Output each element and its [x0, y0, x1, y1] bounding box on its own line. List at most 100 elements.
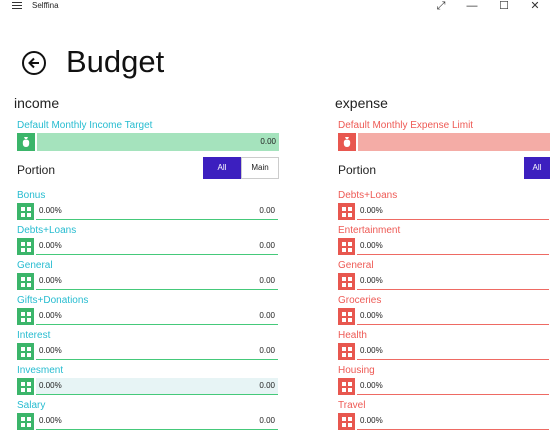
- category-percent: 0.00%: [360, 206, 383, 215]
- category-percent-input[interactable]: 0.00% 0.00: [36, 203, 278, 220]
- category-label: Housing: [338, 365, 375, 376]
- money-bag-icon: [17, 133, 35, 151]
- restore-icon[interactable]: ⤢: [436, 0, 446, 12]
- income-portion-label: Portion: [17, 163, 56, 177]
- category-row: Travel 0.00%: [338, 400, 550, 431]
- category-grid-icon[interactable]: [17, 238, 34, 255]
- close-button[interactable]: ✕: [530, 0, 540, 12]
- category-grid-icon[interactable]: [17, 308, 34, 325]
- category-grid-icon[interactable]: [338, 413, 355, 430]
- category-percent-input[interactable]: 0.00%: [357, 378, 549, 395]
- category-grid-icon[interactable]: [338, 273, 355, 290]
- income-toggle-all[interactable]: All: [203, 157, 241, 179]
- category-row: Housing 0.00%: [338, 365, 550, 397]
- category-grid-icon[interactable]: [338, 378, 355, 395]
- category-percent: 0.00%: [360, 311, 383, 320]
- category-grid-icon[interactable]: [338, 238, 355, 255]
- expense-portion-toggle: All: [524, 157, 550, 179]
- category-percent-input[interactable]: 0.00% 0.00: [36, 308, 278, 325]
- expense-toggle-all[interactable]: All: [524, 157, 550, 179]
- expense-section: expense Default Monthly Expense Limit Po…: [335, 94, 550, 430]
- category-label: Debts+Loans: [338, 190, 398, 201]
- category-percent: 0.00%: [39, 241, 62, 250]
- category-percent: 0.00%: [39, 276, 62, 285]
- category-row: General 0.00% 0.00: [17, 260, 279, 292]
- category-label: General: [17, 260, 53, 271]
- money-bag-icon: [338, 133, 356, 151]
- maximize-button[interactable]: ☐: [499, 0, 509, 12]
- app-name: Selffina: [32, 1, 59, 10]
- category-percent: 0.00%: [360, 346, 383, 355]
- category-label: Bonus: [17, 190, 46, 201]
- category-amount: 0.00: [259, 416, 275, 425]
- category-percent-input[interactable]: 0.00%: [357, 308, 549, 325]
- income-target-input[interactable]: 0.00: [37, 133, 279, 151]
- category-percent: 0.00%: [39, 311, 62, 320]
- category-percent-input[interactable]: 0.00%: [357, 413, 549, 430]
- category-percent: 0.00%: [360, 241, 383, 250]
- income-target-label: Default Monthly Income Target: [17, 120, 153, 131]
- category-label: Entertainment: [338, 225, 401, 236]
- category-row: General 0.00%: [338, 260, 550, 292]
- category-label: Health: [338, 330, 367, 341]
- category-grid-icon[interactable]: [17, 343, 34, 360]
- category-label: Invesment: [17, 365, 64, 376]
- category-row: Salary 0.00% 0.00: [17, 400, 279, 431]
- category-percent-input[interactable]: 0.00% 0.00: [36, 343, 278, 360]
- category-percent: 0.00%: [360, 416, 383, 425]
- arrow-left-icon: [28, 57, 39, 69]
- category-row: Groceries 0.00%: [338, 295, 550, 327]
- expense-target-input[interactable]: [358, 133, 550, 151]
- category-percent: 0.00%: [39, 206, 62, 215]
- minimize-button[interactable]: —: [466, 0, 478, 12]
- category-percent-input[interactable]: 0.00% 0.00: [36, 378, 278, 395]
- category-grid-icon[interactable]: [17, 273, 34, 290]
- category-percent-input[interactable]: 0.00%: [357, 273, 549, 290]
- category-amount: 0.00: [259, 241, 275, 250]
- category-percent-input[interactable]: 0.00%: [357, 343, 549, 360]
- category-grid-icon[interactable]: [338, 343, 355, 360]
- income-toggle-main[interactable]: Main: [241, 157, 279, 179]
- expense-portion-label: Portion: [338, 163, 377, 177]
- hamburger-menu-icon[interactable]: [12, 2, 22, 10]
- category-row: Interest 0.00% 0.00: [17, 330, 279, 362]
- category-amount: 0.00: [259, 346, 275, 355]
- category-row: Health 0.00%: [338, 330, 550, 362]
- income-portion-toggle: All Main: [203, 157, 279, 179]
- category-amount: 0.00: [259, 381, 275, 390]
- category-percent: 0.00%: [360, 276, 383, 285]
- category-percent: 0.00%: [39, 346, 62, 355]
- category-grid-icon[interactable]: [17, 413, 34, 430]
- income-section: income Default Monthly Income Target 0.0…: [14, 94, 284, 430]
- title-bar: Selffina ⤢ — ☐ ✕: [0, 0, 550, 14]
- category-grid-icon[interactable]: [338, 308, 355, 325]
- income-target-row: 0.00: [17, 133, 279, 151]
- category-label: Travel: [338, 400, 366, 411]
- category-percent-input[interactable]: 0.00% 0.00: [36, 273, 278, 290]
- category-row: Bonus 0.00% 0.00: [17, 190, 279, 222]
- category-percent: 0.00%: [39, 416, 62, 425]
- category-label: Gifts+Donations: [17, 295, 89, 306]
- category-label: General: [338, 260, 374, 271]
- category-percent-input[interactable]: 0.00%: [357, 203, 549, 220]
- category-percent-input[interactable]: 0.00% 0.00: [36, 413, 278, 430]
- category-label: Groceries: [338, 295, 382, 306]
- category-row: Invesment 0.00% 0.00: [17, 365, 279, 397]
- category-row: Debts+Loans 0.00% 0.00: [17, 225, 279, 257]
- category-percent: 0.00%: [360, 381, 383, 390]
- category-grid-icon[interactable]: [338, 203, 355, 220]
- category-grid-icon[interactable]: [17, 378, 34, 395]
- category-grid-icon[interactable]: [17, 203, 34, 220]
- category-label: Salary: [17, 400, 46, 411]
- category-row: Entertainment 0.00%: [338, 225, 550, 257]
- category-percent-input[interactable]: 0.00%: [357, 238, 549, 255]
- category-amount: 0.00: [259, 276, 275, 285]
- category-label: Debts+Loans: [17, 225, 77, 236]
- category-row: Gifts+Donations 0.00% 0.00: [17, 295, 279, 327]
- category-row: Debts+Loans 0.00%: [338, 190, 550, 222]
- category-percent-input[interactable]: 0.00% 0.00: [36, 238, 278, 255]
- back-button[interactable]: [22, 51, 46, 75]
- expense-target-row: [338, 133, 550, 151]
- expense-title: expense: [335, 95, 388, 111]
- expense-target-label: Default Monthly Expense Limit: [338, 120, 474, 131]
